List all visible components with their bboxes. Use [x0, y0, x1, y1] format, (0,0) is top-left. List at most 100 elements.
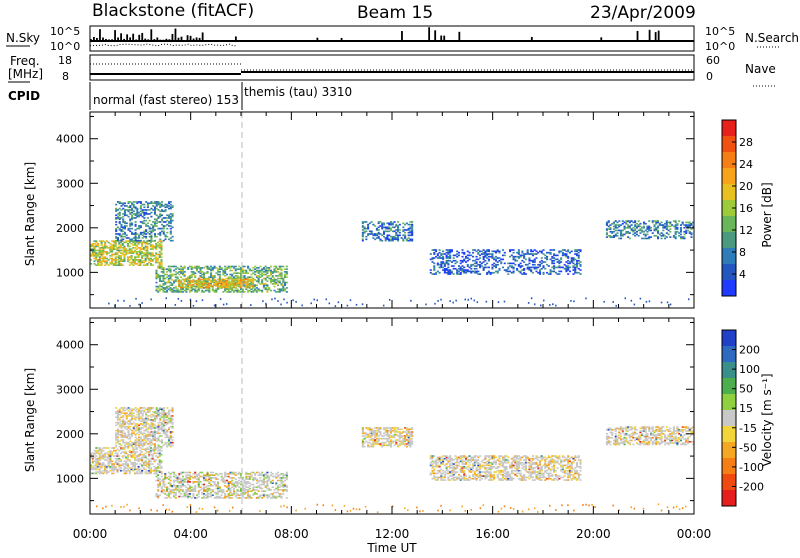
heatmap-cell	[214, 497, 216, 499]
heatmap-cell	[259, 290, 261, 292]
heatmap-cell	[219, 280, 221, 282]
heatmap-cell	[115, 422, 117, 424]
heatmap-cell	[676, 223, 678, 225]
heatmap-cell	[281, 493, 283, 495]
heatmap-cell	[669, 228, 671, 230]
heatmap-cell	[648, 226, 650, 228]
heatmap-cell	[470, 271, 472, 273]
heatmap-cell	[192, 271, 194, 273]
heatmap-cell	[265, 473, 267, 475]
heatmap-cell	[124, 232, 126, 234]
heatmap-cell	[374, 225, 376, 227]
heatmap-cell	[133, 233, 135, 235]
heatmap-cell	[483, 252, 485, 254]
heatmap-cell	[535, 267, 537, 269]
colorbar-tick-label: 24	[739, 158, 753, 171]
heatmap-cell	[203, 496, 205, 498]
heatmap-cell	[509, 256, 511, 258]
nsky-bar	[105, 39, 107, 41]
heatmap-cell	[406, 229, 408, 231]
heatmap-cell	[94, 457, 96, 459]
heatmap-cell	[228, 266, 230, 268]
heatmap-cell	[254, 284, 256, 286]
heatmap-cell	[159, 453, 161, 455]
heatmap-cell	[136, 201, 138, 203]
heatmap-cell	[119, 212, 121, 214]
heatmap-cell	[247, 489, 249, 491]
heatmap-cell	[472, 271, 474, 273]
heatmap-cell	[401, 237, 403, 239]
power-ylabel: Slant Range [km]	[23, 162, 37, 266]
heatmap-cell	[150, 463, 152, 465]
heatmap-cell	[365, 432, 367, 434]
heatmap-cell	[185, 481, 187, 483]
heatmap-cell	[521, 251, 523, 253]
heatmap-cell	[259, 477, 261, 479]
heatmap-cell	[493, 257, 495, 259]
heatmap-cell	[447, 260, 449, 262]
heatmap-cell	[196, 478, 198, 480]
heatmap-cell	[127, 206, 129, 208]
heatmap-cell	[147, 213, 149, 215]
heatmap-cell	[261, 484, 263, 486]
heatmap-cell	[106, 251, 108, 253]
heatmap-cell	[279, 477, 281, 479]
heatmap-cell	[217, 478, 219, 480]
heatmap-cell	[157, 494, 159, 496]
heatmap-cell	[126, 412, 128, 414]
heatmap-cell	[162, 492, 164, 494]
heatmap-cell	[187, 472, 189, 474]
heatmap-cell	[135, 298, 137, 300]
heatmap-cell	[123, 242, 125, 244]
heatmap-cell	[148, 252, 150, 254]
heatmap-cell	[190, 280, 192, 282]
heatmap-cell	[491, 267, 493, 269]
heatmap-cell	[131, 262, 133, 264]
heatmap-cell	[129, 411, 131, 413]
heatmap-cell	[521, 260, 523, 262]
heatmap-cell	[171, 283, 173, 285]
heatmap-cell	[653, 235, 655, 237]
heatmap-cell	[486, 267, 488, 269]
heatmap-cell	[129, 262, 131, 264]
heatmap-cell	[205, 486, 207, 488]
heatmap-cell	[102, 462, 104, 464]
heatmap-cell	[150, 212, 152, 214]
heatmap-cell	[245, 497, 247, 499]
heatmap-cell	[122, 407, 124, 409]
heatmap-cell	[170, 206, 172, 208]
heatmap-cell	[655, 227, 657, 229]
heatmap-cell	[145, 252, 147, 254]
heatmap-cell	[609, 235, 611, 237]
heatmap-cell	[364, 446, 366, 448]
heatmap-cell	[550, 269, 552, 271]
heatmap-cell	[143, 442, 145, 444]
heatmap-cell	[131, 243, 133, 245]
heatmap-cell	[175, 474, 177, 476]
heatmap-cell	[154, 415, 156, 417]
heatmap-cell	[376, 233, 378, 235]
heatmap-cell	[135, 221, 137, 223]
heatmap-cell	[159, 459, 161, 461]
heatmap-cell	[99, 469, 101, 471]
heatmap-cell	[171, 288, 173, 290]
heatmap-cell	[528, 253, 530, 255]
heatmap-cell	[236, 275, 238, 277]
heatmap-cell	[616, 227, 618, 229]
heatmap-cell	[244, 291, 246, 293]
heatmap-cell	[256, 472, 258, 474]
heatmap-cell	[140, 221, 142, 223]
heatmap-cell	[210, 272, 212, 274]
heatmap-cell	[94, 453, 96, 455]
heatmap-cell	[187, 287, 189, 289]
heatmap-cell	[153, 473, 155, 475]
heatmap-cell	[148, 449, 150, 451]
heatmap-cell	[201, 488, 203, 490]
heatmap-cell	[286, 472, 288, 474]
heatmap-cell	[212, 485, 214, 487]
heatmap-cell	[126, 428, 128, 430]
heatmap-cell	[108, 252, 110, 254]
heatmap-cell	[374, 430, 376, 432]
heatmap-cell	[220, 284, 222, 286]
heatmap-cell	[379, 239, 381, 241]
